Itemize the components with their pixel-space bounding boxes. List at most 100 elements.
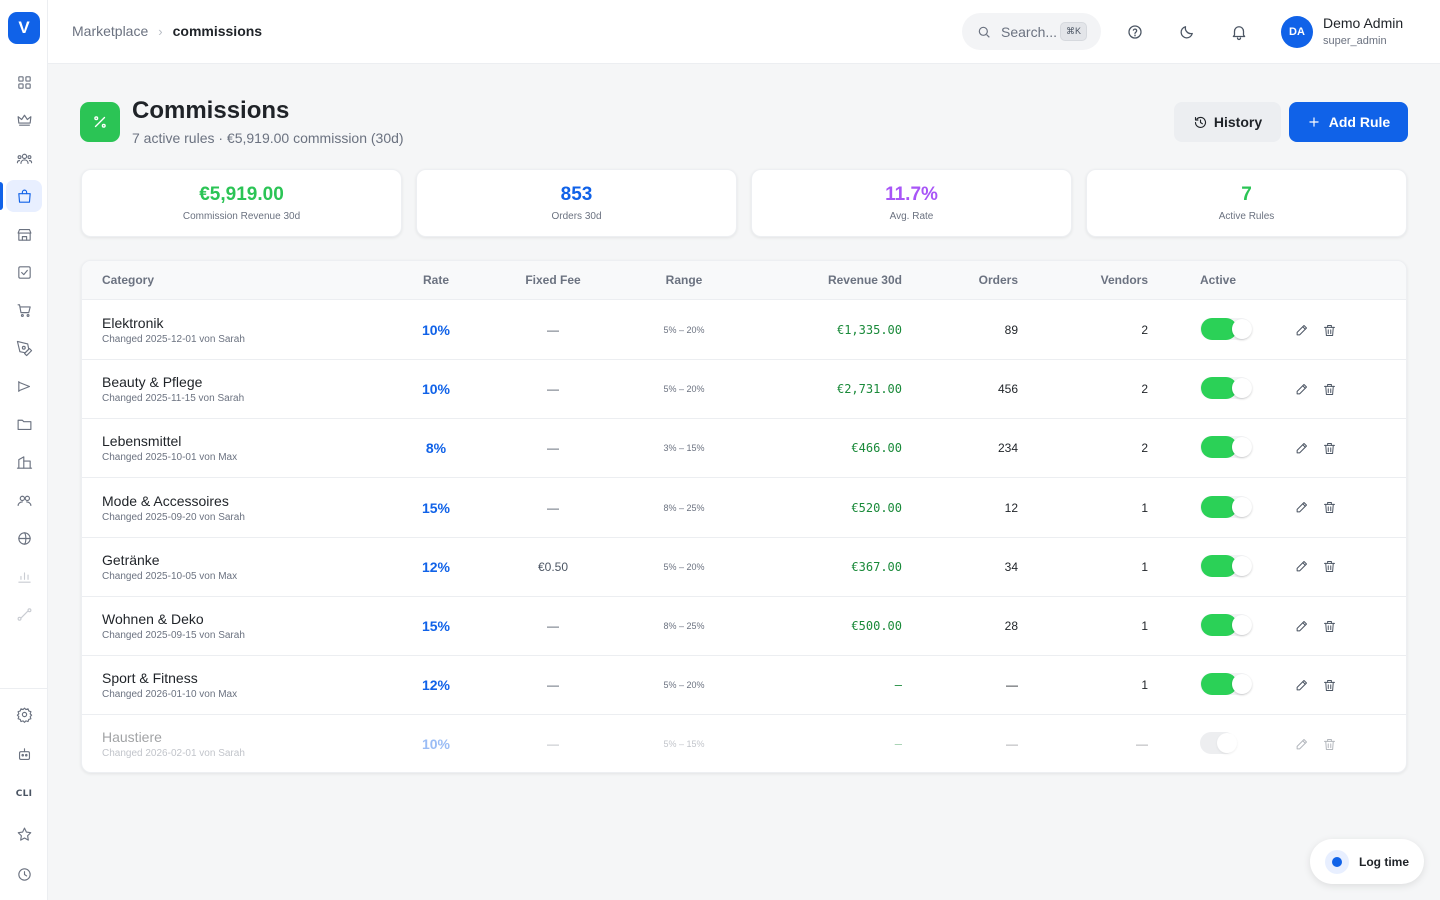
rate-range: 5% – 20%: [663, 384, 705, 395]
sidebar-item-analytics[interactable]: [6, 560, 42, 592]
active-toggle[interactable]: [1200, 673, 1252, 696]
column-header-range[interactable]: Range: [665, 273, 703, 287]
column-header-vendors[interactable]: Vendors: [1100, 273, 1148, 287]
column-header-orders[interactable]: Orders: [978, 273, 1018, 287]
table-row[interactable]: Beauty & Pflege Changed 2025-11-15 von Sa…: [82, 360, 1406, 420]
fixed-fee: —: [547, 323, 559, 337]
table-row[interactable]: Lebensmittel Changed 2025-10-01 von Max 8%…: [82, 419, 1406, 479]
chevron-right-icon: ›: [158, 23, 163, 39]
active-toggle[interactable]: [1200, 495, 1252, 518]
active-toggle[interactable]: [1200, 732, 1237, 755]
column-header-revenue[interactable]: Revenue 30d: [827, 273, 902, 287]
active-toggle[interactable]: [1200, 436, 1252, 459]
search-input[interactable]: Search... ⌘K: [962, 13, 1101, 50]
edit-button[interactable]: [1292, 558, 1310, 576]
stat-card-commission-revenue: €5,919.00 Commission Revenue 30d: [81, 169, 402, 237]
active-toggle[interactable]: [1200, 318, 1252, 340]
top-header: Marketplace › commissions Search... ⌘K D…: [48, 0, 1440, 64]
sidebar-item-orders[interactable]: [6, 294, 42, 326]
sidebar-item-design[interactable]: [6, 332, 42, 364]
sidebar-item-marketing[interactable]: [6, 370, 42, 402]
stat-label: Avg. Rate: [889, 211, 934, 222]
category-change-meta: Changed 2025-10-01 von Max: [102, 452, 238, 464]
sidebar-item-routes[interactable]: [6, 598, 42, 630]
sidebar-item-tasks[interactable]: [6, 256, 42, 288]
stat-value: 7: [1241, 184, 1252, 205]
vendors-count: 2: [1141, 323, 1148, 337]
active-indicator: [0, 182, 3, 210]
add-rule-button[interactable]: Add Rule: [1289, 102, 1408, 142]
percent-icon: [80, 102, 120, 142]
app-logo[interactable]: V: [8, 12, 40, 44]
notifications-button[interactable]: [1227, 20, 1251, 44]
edit-button[interactable]: [1292, 380, 1310, 398]
table-header: Category Rate Fixed Fee Range Revenue 30…: [82, 261, 1406, 300]
sidebar-item-time[interactable]: [6, 858, 42, 890]
sidebar-item-dashboard[interactable]: [6, 66, 42, 98]
revenue-30d: €1,335.00: [836, 323, 902, 337]
vendors-count: 2: [1141, 441, 1148, 456]
help-button[interactable]: [1123, 20, 1147, 44]
sidebar-item-files[interactable]: [6, 408, 42, 440]
vendors-count: —: [1136, 737, 1148, 752]
edit-button[interactable]: [1292, 676, 1310, 694]
trash-icon: [1323, 620, 1335, 632]
globe-icon: [17, 531, 31, 545]
delete-button[interactable]: [1320, 321, 1338, 339]
theme-toggle-button[interactable]: [1175, 20, 1199, 44]
delete-button[interactable]: [1320, 676, 1338, 694]
commission-rate: 10%: [421, 381, 451, 398]
users-group-icon: [16, 153, 32, 164]
sidebar-item-favorites[interactable]: [6, 818, 42, 850]
sidebar-item-company[interactable]: [6, 446, 42, 478]
orders-count: 28: [1004, 619, 1018, 633]
column-header-fixed-fee[interactable]: Fixed Fee: [525, 273, 581, 287]
edit-button[interactable]: [1292, 321, 1310, 339]
table-row[interactable]: Mode & Accessoires Changed 2025-09-20 von…: [82, 479, 1406, 538]
avatar[interactable]: DA: [1281, 16, 1313, 48]
fixed-fee: —: [547, 737, 559, 752]
delete-button[interactable]: [1320, 735, 1338, 753]
rate-range: 5% – 15%: [663, 739, 705, 750]
active-toggle[interactable]: [1200, 614, 1252, 636]
star-icon: [17, 827, 31, 841]
edit-button[interactable]: [1292, 735, 1310, 753]
sidebar-item-team[interactable]: [6, 484, 42, 516]
sidebar-item-customers[interactable]: [6, 142, 42, 174]
category-name: Mode & Accessoires: [102, 492, 229, 509]
log-time-button[interactable]: Log time: [1310, 839, 1424, 884]
pencil-icon: [1296, 738, 1307, 750]
column-header-rate[interactable]: Rate: [422, 273, 449, 287]
sidebar-item-premium[interactable]: [6, 103, 42, 135]
delete-button[interactable]: [1320, 439, 1338, 457]
table-row[interactable]: Getränke Changed 2025-10-05 von Max 12% €0.…: [82, 538, 1406, 597]
table-row[interactable]: Sport & Fitness Changed 2026-01-10 von Ma…: [82, 656, 1406, 716]
delete-button[interactable]: [1320, 499, 1338, 517]
sidebar-item-cli[interactable]: CLI: [6, 778, 42, 810]
edit-button[interactable]: [1292, 499, 1310, 517]
column-header-active[interactable]: Active: [1200, 273, 1237, 287]
rate-range: 5% – 20%: [663, 325, 705, 335]
sidebar-item-store[interactable]: [6, 218, 42, 250]
sidebar-item-settings[interactable]: [6, 698, 42, 730]
shopping-bag-icon: [17, 189, 31, 203]
delete-button[interactable]: [1320, 617, 1338, 635]
sidebar-item-marketplace[interactable]: [6, 180, 42, 212]
table-row[interactable]: Haustiere Changed 2026-02-01 von Sarah 10%…: [82, 715, 1406, 772]
stat-value: €5,919.00: [199, 184, 284, 205]
sidebar-item-bot[interactable]: [6, 738, 42, 770]
edit-button[interactable]: [1292, 439, 1310, 457]
table-row[interactable]: Elektronik Changed 2025-12-01 von Sarah 10…: [82, 301, 1406, 360]
active-toggle[interactable]: [1200, 554, 1252, 577]
history-button[interactable]: History: [1174, 102, 1281, 142]
breadcrumb-marketplace[interactable]: Marketplace: [72, 23, 149, 39]
log-time-label: Log time: [1359, 854, 1409, 869]
commission-rate: 15%: [421, 618, 451, 634]
sidebar-item-global[interactable]: [6, 522, 42, 554]
column-header-category[interactable]: Category: [102, 273, 155, 287]
edit-button[interactable]: [1292, 617, 1310, 635]
table-row[interactable]: Wohnen & Deko Changed 2025-09-15 von Sara…: [82, 597, 1406, 656]
delete-button[interactable]: [1320, 380, 1338, 398]
active-toggle[interactable]: [1200, 377, 1252, 400]
delete-button[interactable]: [1320, 558, 1338, 576]
